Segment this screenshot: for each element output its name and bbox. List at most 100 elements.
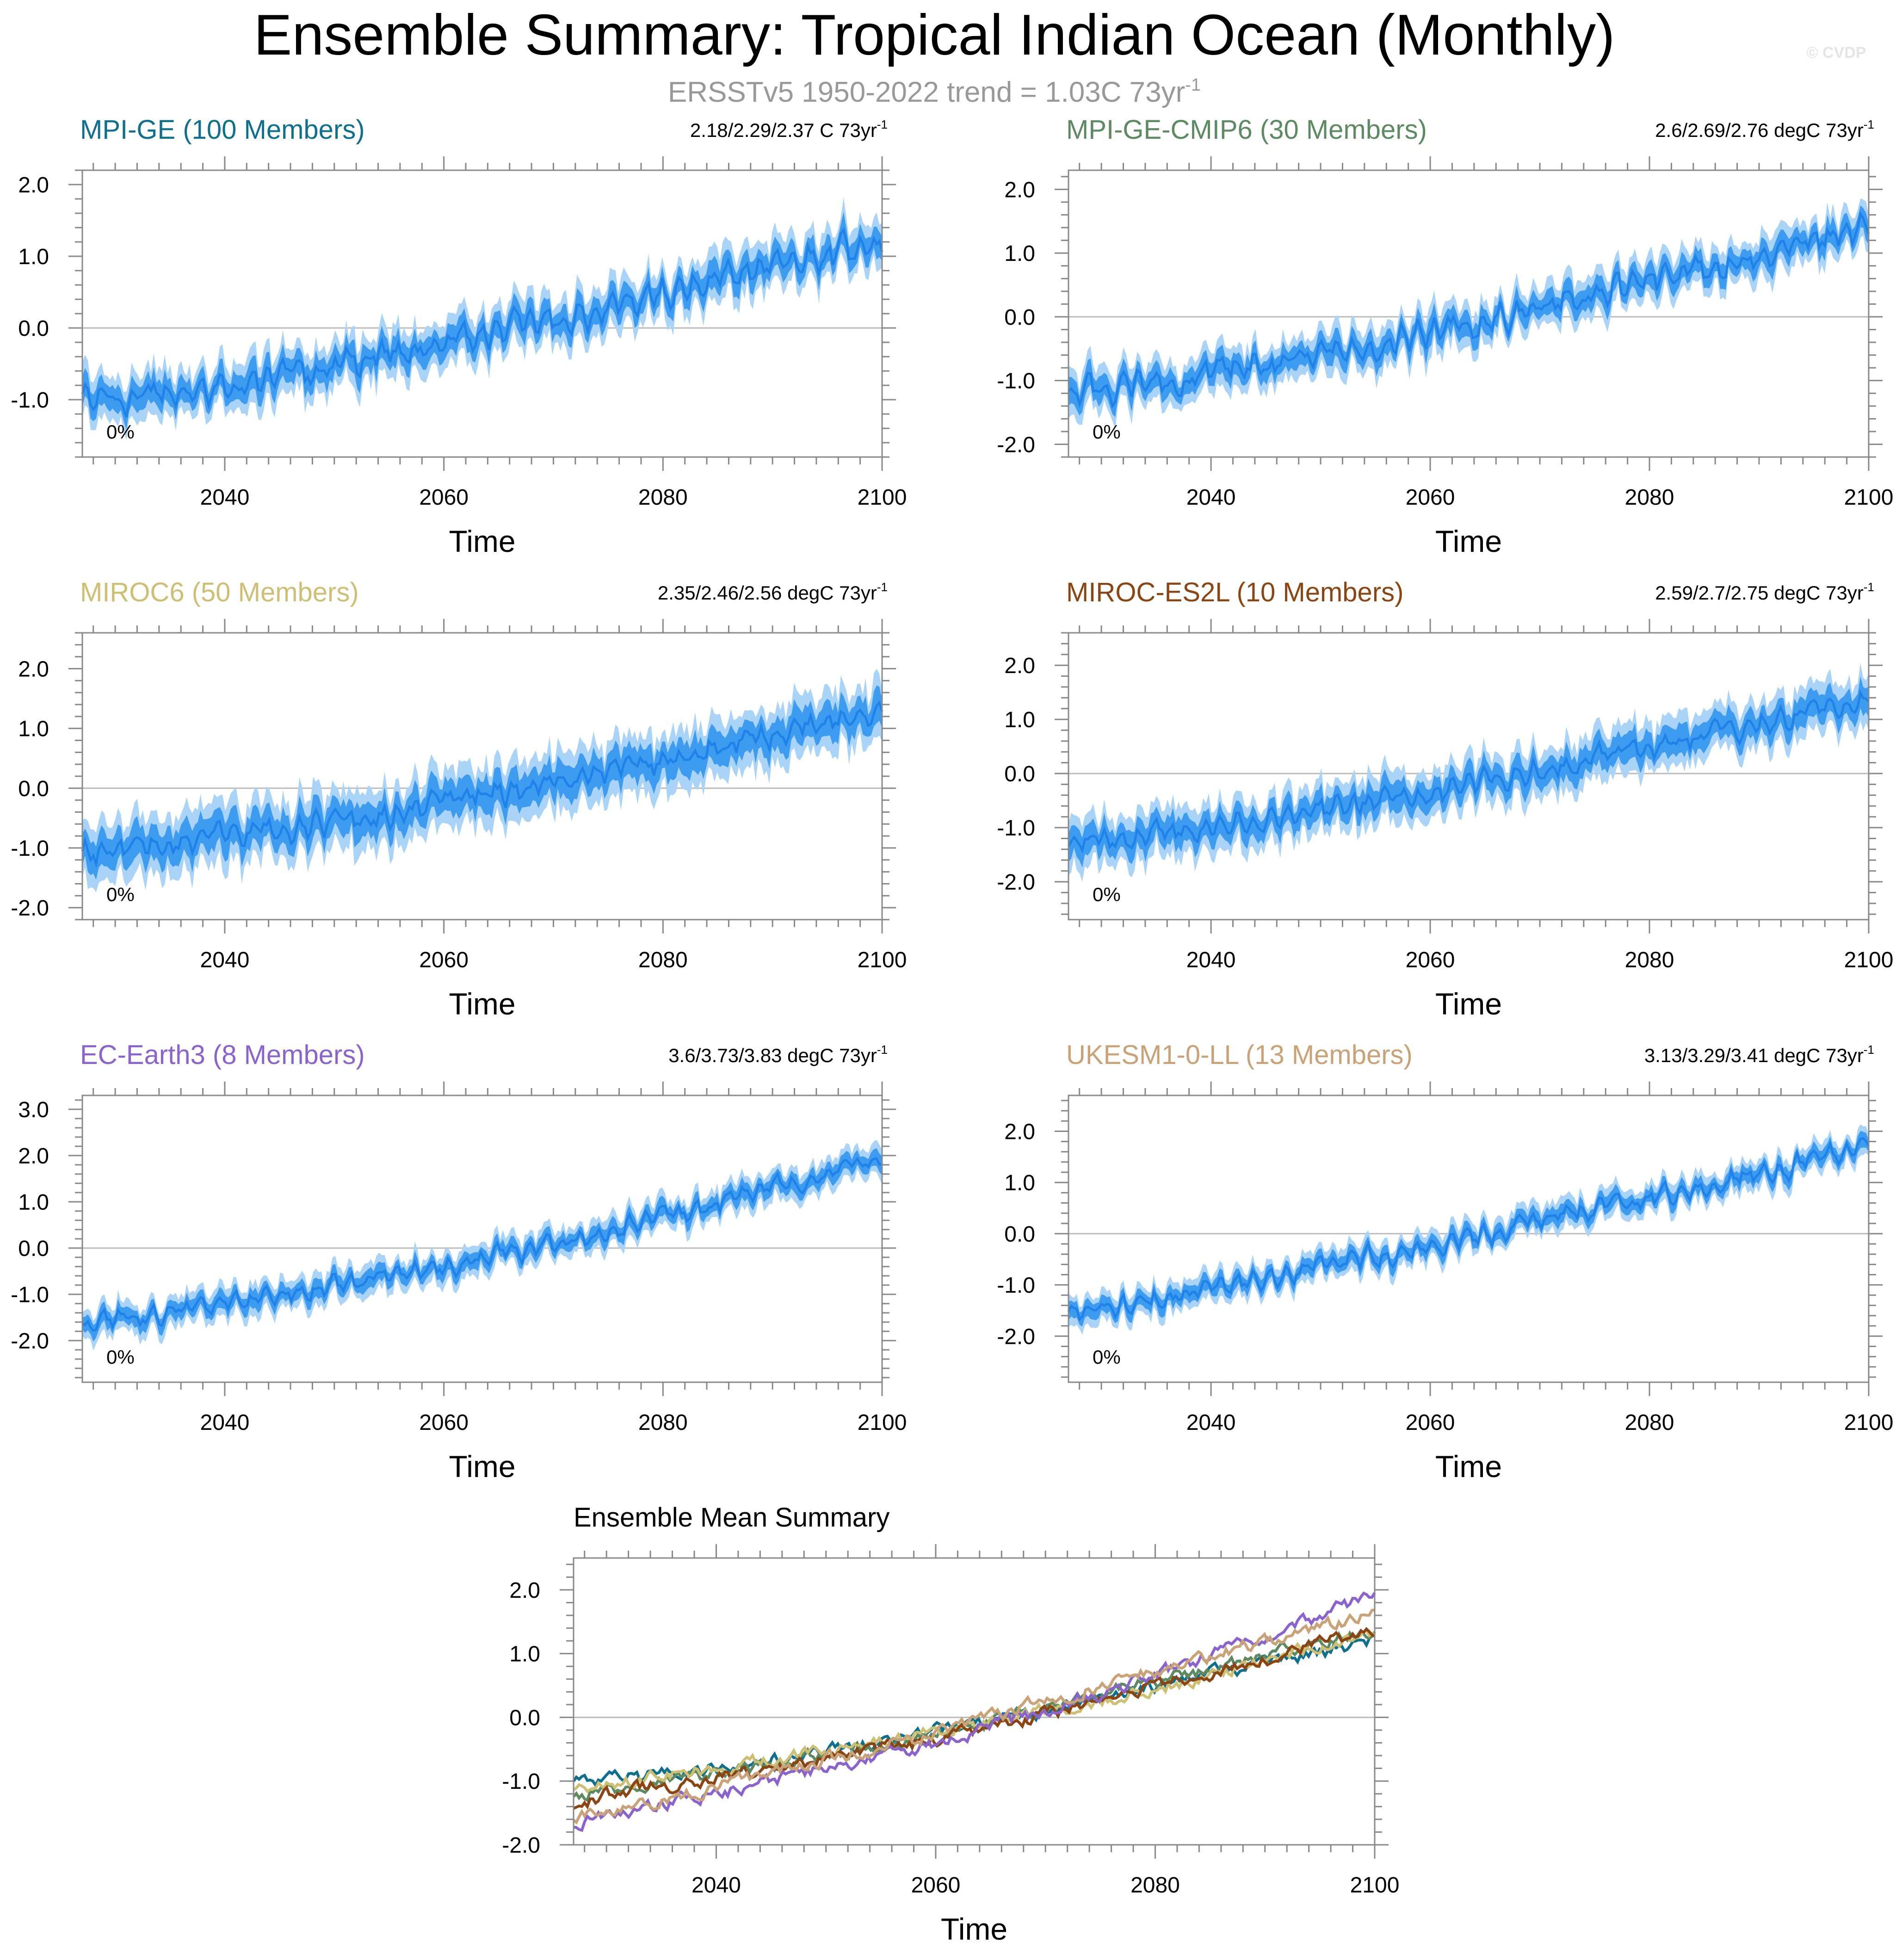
trend-label-text: 2.59/2.7/2.75 degC 73yr <box>1655 582 1864 604</box>
x-tick-label: 2060 <box>1406 485 1455 510</box>
x-tick-label: 2040 <box>692 1873 741 1898</box>
percent-label: 0% <box>1093 1346 1121 1368</box>
x-axis-label: Time <box>1435 524 1502 558</box>
y-tick-label: -1.0 <box>11 1283 49 1307</box>
ensemble-mean-line <box>1068 211 1870 408</box>
chart-panel: -2.0 -1.0 0.0 1.0 2.0 2040 2060 2080 2100 Time MPI… <box>997 115 1893 558</box>
y-tick-label: -1.0 <box>11 836 49 861</box>
y-tick-label: 1.0 <box>1004 241 1035 266</box>
y-tick-label: 2.0 <box>509 1578 540 1603</box>
x-tick-label: 2100 <box>858 485 907 510</box>
y-tick-label: 0.0 <box>1004 1222 1035 1247</box>
trend-label: 2.35/2.46/2.56 degC 73yr-1 <box>658 580 888 604</box>
x-axis-label: Time <box>941 1912 1007 1946</box>
x-tick-label: 2100 <box>1350 1873 1400 1898</box>
trend-label-text: 2.35/2.46/2.56 degC 73yr <box>658 582 877 604</box>
x-tick-label: 2060 <box>419 948 469 972</box>
y-tick-label: 2.0 <box>18 657 49 682</box>
plot-area <box>574 1558 1375 1845</box>
chart-title: MIROC-ES2L (10 Members) <box>1066 577 1403 607</box>
percent-label: 0% <box>106 421 135 443</box>
ensemble-mean-line <box>81 700 883 869</box>
trend-label: 2.59/2.7/2.75 degC 73yr-1 <box>1655 580 1874 604</box>
page-subtitle: ERSSTv5 1950-2022 trend = 1.03C 73yr-1 <box>668 75 1201 108</box>
chart-title: MPI-GE-CMIP6 (30 Members) <box>1066 115 1427 145</box>
ensemble-mean-line <box>81 227 883 418</box>
y-tick-label: 2.0 <box>1004 654 1035 678</box>
x-tick-label: 2080 <box>638 485 688 510</box>
y-tick-label: 1.0 <box>1004 708 1035 732</box>
x-tick-label: 2060 <box>911 1873 961 1898</box>
y-tick-label: 2.0 <box>1004 178 1035 202</box>
y-tick-label: -2.0 <box>11 896 49 921</box>
x-tick-label: 2060 <box>419 1410 469 1435</box>
y-tick-label: 0.0 <box>18 777 49 801</box>
chart-panel: -1.0 0.0 1.0 2.0 2040 2060 2080 2100 Time MPI-GE … <box>11 115 907 558</box>
x-tick-label: 2100 <box>858 948 907 972</box>
y-tick-label: 1.0 <box>18 245 49 269</box>
subtitle-superscript: -1 <box>1185 75 1201 95</box>
y-tick-label: 1.0 <box>18 717 49 742</box>
trend-label-text: 3.6/3.73/3.83 degC 73yr <box>668 1045 877 1066</box>
x-tick-label: 2080 <box>638 948 688 972</box>
x-tick-label: 2040 <box>200 485 250 510</box>
ensemble-mean-line <box>81 1156 882 1332</box>
y-tick-label: -2.0 <box>997 1324 1035 1349</box>
x-tick-label: 2040 <box>1186 948 1236 972</box>
trend-label: 2.18/2.29/2.37 C 73yr-1 <box>690 117 888 141</box>
trend-label-superscript: -1 <box>1864 117 1874 131</box>
chart-panel: -2.0 -1.0 0.0 1.0 2.0 3.0 2040 2060 2080 2100 Time… <box>11 1040 907 1484</box>
page-title: Ensemble Summary: Tropical Indian Ocean … <box>254 3 1615 67</box>
x-axis-label: Time <box>449 987 515 1021</box>
x-axis-label: Time <box>1435 1449 1502 1484</box>
chart-title: MPI-GE (100 Members) <box>80 115 365 145</box>
x-tick-label: 2040 <box>200 948 250 972</box>
chart-title: MIROC6 (50 Members) <box>80 577 359 607</box>
x-tick-label: 2100 <box>1844 485 1894 510</box>
y-tick-label: 0.0 <box>18 1237 49 1261</box>
chart-panel: -2.0 -1.0 0.0 1.0 2.0 2040 2060 2080 2100 Time UKE… <box>997 1040 1893 1484</box>
x-tick-label: 2060 <box>1406 1410 1455 1435</box>
y-tick-label: 2.0 <box>18 173 49 198</box>
y-tick-label: -1.0 <box>11 388 49 413</box>
y-tick-label: 0.0 <box>509 1706 540 1730</box>
chart-title: Ensemble Mean Summary <box>574 1502 889 1533</box>
plot-area <box>82 1095 882 1382</box>
y-tick-label: 0.0 <box>1004 305 1035 330</box>
ensemble-spread-band <box>82 212 882 430</box>
watermark: © CVDP <box>1807 44 1866 62</box>
y-tick-label: 2.0 <box>18 1144 49 1169</box>
chart-title: EC-Earth3 (8 Members) <box>80 1040 365 1070</box>
x-tick-label: 2080 <box>638 1410 688 1435</box>
chart-panel: -2.0 -1.0 0.0 1.0 2.0 2040 2060 2080 2100 Time Ens… <box>502 1502 1399 1946</box>
x-tick-label: 2060 <box>419 485 469 510</box>
x-tick-label: 2080 <box>1625 948 1674 972</box>
y-tick-label: -1.0 <box>502 1769 540 1794</box>
x-tick-label: 2100 <box>858 1410 907 1435</box>
trend-label: 3.13/3.29/3.41 degC 73yr-1 <box>1644 1043 1874 1066</box>
trend-label-superscript: -1 <box>1864 580 1874 594</box>
y-tick-label: -2.0 <box>502 1833 540 1858</box>
x-tick-label: 2060 <box>1406 948 1455 972</box>
x-tick-label: 2100 <box>1844 948 1894 972</box>
percent-label: 0% <box>1093 884 1121 905</box>
series-line-ukesm1-0-ll <box>573 1608 1375 1825</box>
trend-label-superscript: -1 <box>1864 1043 1874 1057</box>
x-tick-label: 2100 <box>1844 1410 1894 1435</box>
y-tick-label: 3.0 <box>18 1098 49 1122</box>
x-axis-label: Time <box>449 524 515 558</box>
x-axis-label: Time <box>1435 987 1502 1021</box>
y-tick-label: -1.0 <box>997 1274 1035 1298</box>
y-tick-label: 2.0 <box>1004 1120 1035 1144</box>
percent-label: 0% <box>106 884 135 905</box>
trend-label-text: 2.6/2.69/2.76 degC 73yr <box>1655 119 1864 141</box>
plot-frame <box>1068 632 1870 921</box>
x-tick-label: 2040 <box>200 1410 250 1435</box>
x-tick-label: 2080 <box>1625 485 1674 510</box>
y-tick-label: 1.0 <box>509 1642 540 1667</box>
chart-panel: -2.0 -1.0 0.0 1.0 2.0 2040 2060 2080 2100 Time MIR… <box>997 577 1893 1021</box>
chart-panels: -1.0 0.0 1.0 2.0 2040 2060 2080 2100 Time MPI-GE … <box>11 115 1893 1946</box>
trend-label-superscript: -1 <box>877 1043 888 1057</box>
y-tick-label: -2.0 <box>11 1329 49 1354</box>
y-tick-label: -2.0 <box>997 870 1035 895</box>
